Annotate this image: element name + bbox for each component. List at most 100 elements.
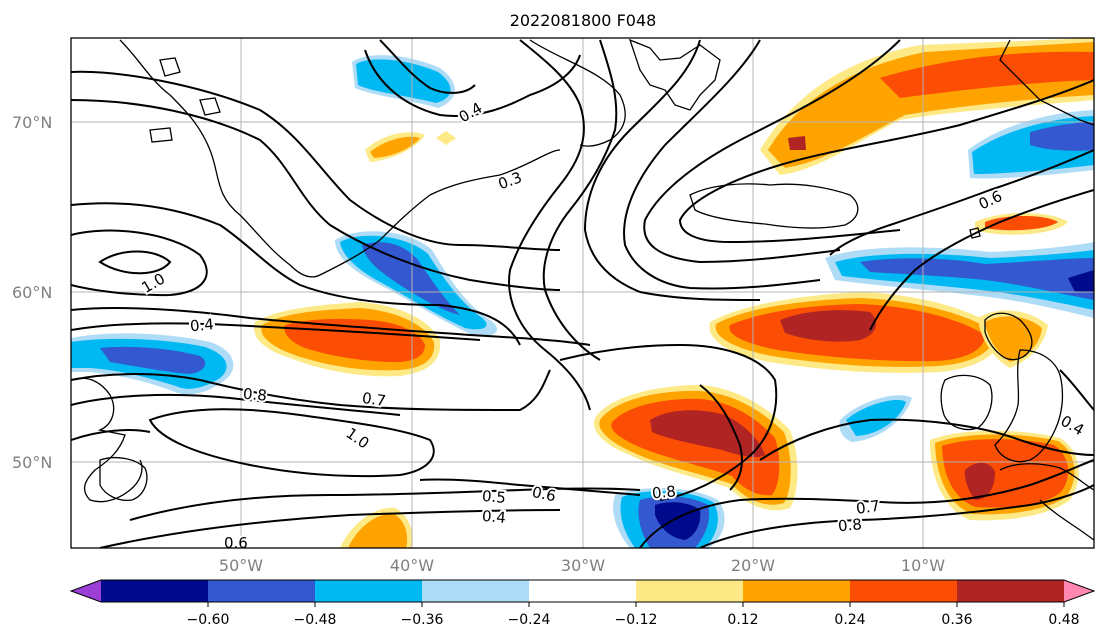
map-panel: 0.4 0.3 0.6 1.0 0.4 0.8 0.7 1.0 0.5 0.6 … [71,38,1094,552]
contour-label: 0.8 [837,515,862,535]
contour-line [1059,369,1094,411]
contour-label: 0.4 [481,507,506,527]
negative-anomaly-region [1068,270,1094,292]
greenland-coast [119,39,561,278]
colorbar-tick-label: −0.36 [401,612,444,628]
negative-anomaly-region [1030,122,1094,151]
great-britain-coast [994,349,1064,463]
positive-anomaly-region [780,310,876,342]
contour-line [542,39,618,361]
coastlines [71,38,1094,541]
contour-line [678,79,1094,244]
contour-line [559,343,778,501]
contour-label: 0.8 [242,385,267,405]
lon-label-10w: 10°W [901,556,945,575]
negative-anomaly-region [356,59,451,103]
contour-label: 0.6 [224,534,248,552]
contour-line [71,99,561,291]
positive-anomaly-region [348,513,408,548]
newfoundland-coast [99,457,148,501]
positive-anomaly-region [788,136,806,150]
negative-anomaly-region [362,242,460,315]
contour-line [71,202,521,346]
lon-label-20w: 20°W [731,556,775,575]
contour-line [364,49,581,117]
svalbard-coast [628,38,721,111]
contour-line [71,307,591,346]
map-frame [70,37,1095,549]
contour-line [639,459,1094,548]
positive-anomaly-region [650,410,765,458]
contour-line [98,250,172,275]
colorbar-segment [957,580,1065,602]
positive-anomaly-region [985,216,1058,231]
greenland-east-coast [529,39,626,147]
contour-label: 0.5 [481,487,506,507]
contour-line [869,189,1094,331]
negative-anomaly-region [100,346,206,374]
lon-label-30w: 30°W [561,556,605,575]
contour-line [71,70,561,251]
contour-label: 0.7 [855,497,881,518]
lon-label-50w: 50°W [219,556,263,575]
colorbar: −0.60 −0.48 −0.36 −0.24 −0.12 0.12 0.24 0.36 0.4… [69,579,1096,628]
positive-anomaly-region [964,462,995,500]
positive-anomaly-region [436,131,456,145]
positive-anomaly-region [880,51,1094,98]
colorbar-tick-label: 0.24 [834,612,865,628]
lat-label-50n: 50°N [12,453,52,472]
contour-line [99,509,561,548]
colorbar-tick-label: −0.48 [294,612,337,628]
colorbar-segment [636,580,744,602]
contour-line [699,484,1094,548]
contour-line [71,229,208,297]
colorbar-tick-label: 0.12 [727,612,758,628]
positive-anomaly-region [370,136,420,158]
lat-label-70n: 70°N [12,113,52,132]
contour-label: 0.4 [189,315,214,335]
contour-line [379,39,476,94]
colorbar-tick-label: −0.12 [615,612,658,628]
graticule [71,38,1094,548]
contour-line [699,384,743,491]
colorbar-tick-label: 0.48 [1048,612,1079,628]
contour-line [148,408,435,478]
colorbar-segment [208,580,316,602]
france-coast [999,463,1094,491]
contour-line [71,429,151,441]
contour-line [71,369,551,412]
colorbar-extend-low [71,580,101,602]
colorbar-extend-high [1064,580,1094,602]
colorbar-segment [850,580,958,602]
colorbar-tick-label: −0.60 [187,612,230,628]
contour-line [71,393,401,416]
colorbar-segment [743,580,851,602]
latitude-labels: 70°N 60°N 50°N [12,113,52,472]
figure-title: 2022081800 F048 [510,11,657,30]
anomaly-shading [71,38,1094,548]
contour-line [508,39,591,411]
contour-label: 0.8 [651,482,676,502]
colorbar-tick-label: −0.24 [508,612,551,628]
contour-line [829,149,1094,256]
longitude-labels: 50°W 40°W 30°W 20°W 10°W [219,556,945,575]
contour-line [71,322,481,341]
contour-label: 0.7 [361,389,387,410]
greenland-interior-coast [149,57,221,143]
lon-label-40w: 40°W [390,556,434,575]
colorbar-tick-label: 0.36 [941,612,972,628]
contour-line [643,39,901,264]
colorbar-segment [422,580,530,602]
scotland-coast [984,312,1033,361]
colorbar-segment [529,580,637,602]
colorbar-segment [315,580,423,602]
iceland-coast [689,183,859,229]
negative-anomaly-region [846,400,906,436]
lat-label-60n: 60°N [12,283,52,302]
contour-line [583,39,761,301]
contour-line [623,39,821,290]
colorbar-segment [101,580,209,602]
contour-line [419,478,641,496]
labrador-coast [71,377,143,503]
